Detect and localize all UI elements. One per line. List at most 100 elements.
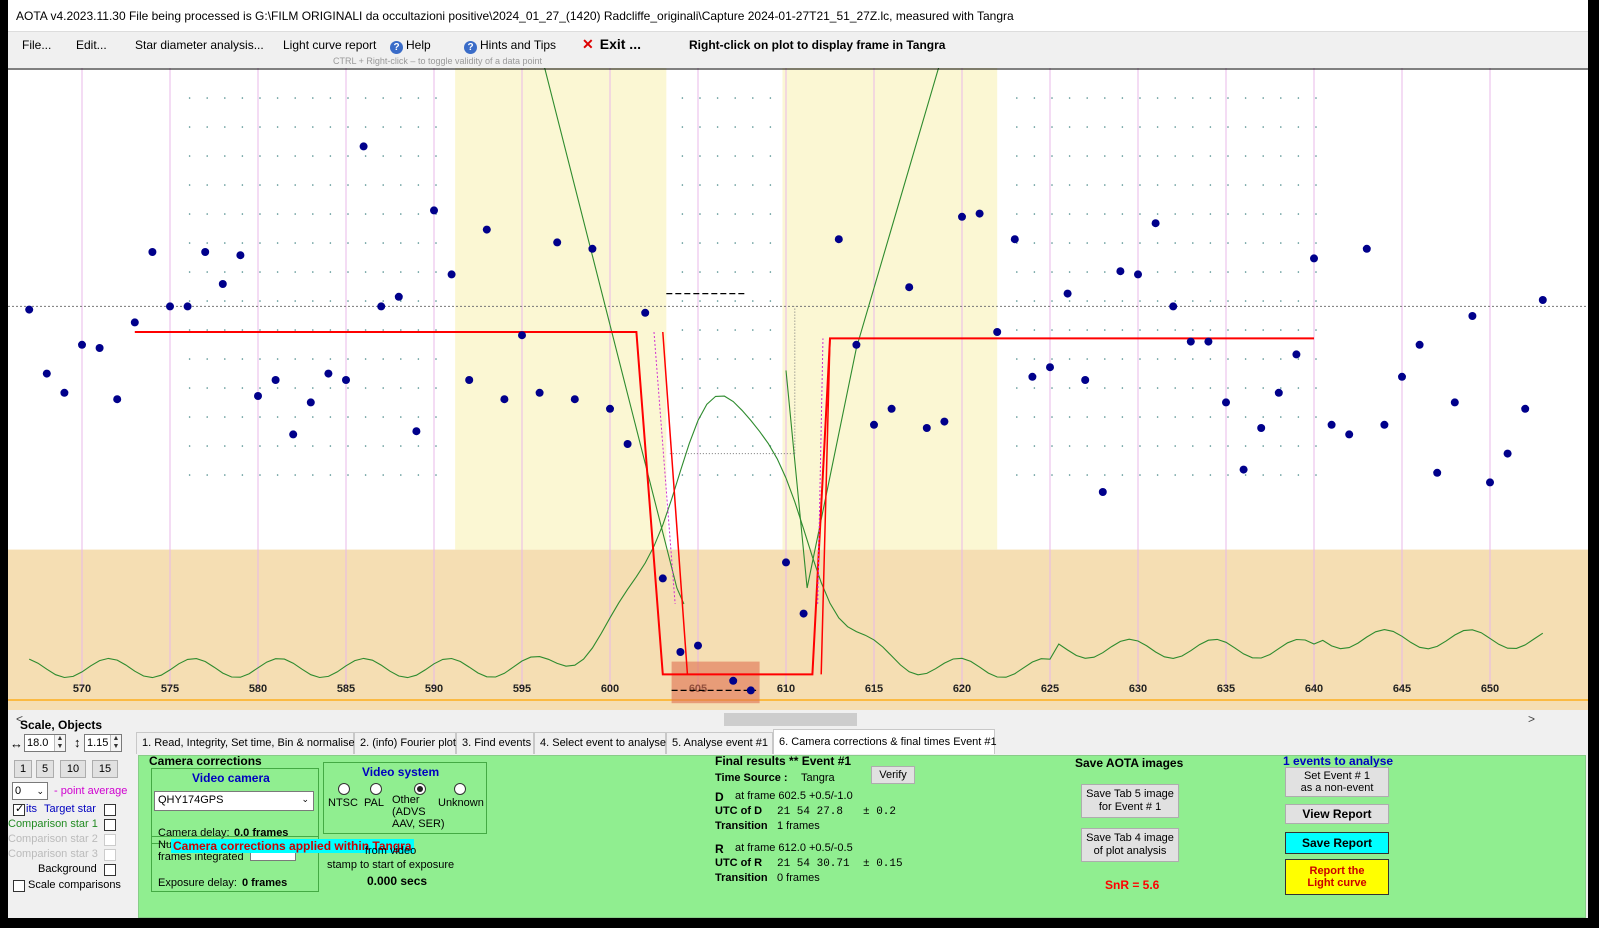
search-dot: [1086, 416, 1088, 418]
spinner-arrows-icon[interactable]: ▲ ▼: [54, 735, 65, 751]
pal-radio[interactable]: [370, 783, 382, 795]
search-dot: [1156, 184, 1159, 186]
video-camera-select[interactable]: QHY174GPS ⌄: [154, 791, 314, 811]
set-non-event-button[interactable]: Set Event # 1 as a non-event: [1285, 767, 1389, 797]
search-dot: [276, 242, 279, 244]
point-average-select[interactable]: 0 ⌄: [12, 782, 48, 800]
target-checkbox[interactable]: ✓: [13, 803, 25, 816]
scroll-left-icon[interactable]: <: [16, 712, 24, 726]
search-dot: [417, 445, 420, 447]
spinner-arrows-icon[interactable]: ▲ ▼: [110, 735, 121, 751]
scale-spinner[interactable]: 18.0 ▲ ▼: [24, 734, 66, 752]
zoom-1-button[interactable]: 1: [14, 760, 32, 778]
menu-hints[interactable]: ? Hints and Tips: [464, 38, 556, 54]
save-tab5-button[interactable]: Save Tab 5 image for Event # 1: [1081, 784, 1179, 818]
search-dot: [224, 329, 226, 331]
search-dot: [1016, 416, 1018, 418]
event-band-right: [782, 68, 998, 550]
final-results-group: Final results ** Event #1 Time Source : …: [709, 754, 929, 896]
comparison-star-3-checkbox[interactable]: [104, 849, 116, 861]
tab-analyse-event[interactable]: 5. Analyse event #1: [666, 732, 773, 754]
data-point: [1204, 337, 1213, 346]
search-dot: [435, 300, 437, 302]
search-dot: [1315, 184, 1317, 186]
objects-spinner[interactable]: 1.15 ▲ ▼: [84, 734, 122, 752]
menu-hints-label: Hints and Tips: [480, 38, 557, 52]
search-dot: [206, 416, 208, 418]
scale-comparisons-checkbox[interactable]: [13, 880, 25, 892]
save-images-title: Save AOTA images: [1075, 756, 1184, 770]
background-label: Background: [38, 863, 97, 875]
desktop-edge: [1588, 0, 1599, 928]
menu-light-curve-report[interactable]: Light curve report: [283, 38, 377, 52]
comparison-star-2-checkbox[interactable]: [104, 834, 116, 846]
search-dot: [752, 155, 754, 157]
target-star-checkbox[interactable]: [104, 804, 116, 816]
search-dot: [1244, 155, 1247, 157]
tab-read-integrity[interactable]: 1. Read, Integrity, Set time, Bin & norm…: [136, 732, 355, 754]
search-dot: [241, 97, 244, 99]
tab-select-event[interactable]: 4. Select event to analyse: [534, 732, 666, 754]
other-radio[interactable]: [414, 783, 426, 795]
ctrl-click-hint: CTRL + Right-click – to toggle validity …: [333, 56, 543, 66]
search-dot: [1068, 155, 1071, 157]
search-dot: [1192, 474, 1194, 476]
search-dot: [681, 300, 684, 302]
ntsc-label: NTSC: [328, 797, 358, 809]
search-dot: [329, 329, 332, 331]
search-dot: [1262, 155, 1264, 157]
zoom-15-button[interactable]: 15: [92, 760, 118, 778]
search-dot: [716, 387, 719, 389]
search-dot: [1174, 387, 1176, 389]
data-point: [324, 369, 333, 378]
tab-fourier[interactable]: 2. (info) Fourier plot: [354, 732, 456, 754]
comparison-star-1-checkbox[interactable]: [104, 819, 116, 831]
tab-find-events[interactable]: 3. Find events: [456, 732, 534, 754]
vertical-scale-icon: ↕: [74, 735, 81, 750]
background-checkbox[interactable]: [104, 864, 116, 876]
search-dot: [1192, 358, 1194, 360]
view-report-button[interactable]: View Report: [1285, 804, 1389, 824]
search-dot: [699, 97, 701, 99]
scroll-right-icon[interactable]: >: [1528, 712, 1536, 726]
search-dot: [1068, 387, 1071, 389]
tab-camera-corrections[interactable]: 6. Camera corrections & final times Even…: [773, 729, 997, 754]
search-dot: [699, 184, 701, 186]
search-dot: [681, 358, 684, 360]
search-dot: [1033, 184, 1036, 186]
light-curve-plot[interactable]: 5705755805855905956006056106156206256306…: [8, 68, 1588, 710]
data-point: [1345, 430, 1354, 439]
horizontal-scale-icon: ↔: [10, 736, 23, 751]
search-dot: [206, 271, 208, 273]
zoom-5-button[interactable]: 5: [36, 760, 54, 778]
search-dot: [752, 97, 754, 99]
search-dot: [1315, 97, 1317, 99]
menu-file[interactable]: File...: [22, 38, 52, 52]
menu-star-diameter[interactable]: Star diameter analysis...: [135, 38, 264, 52]
search-dot: [347, 416, 349, 418]
verify-button[interactable]: Verify: [871, 766, 915, 784]
search-dot: [1033, 300, 1036, 302]
light-curve-chart[interactable]: 5705755805855905956006056106156206256306…: [8, 68, 1588, 710]
search-dot: [1051, 300, 1053, 302]
menu-bar: File... Edit... Star diameter analysis..…: [8, 32, 1588, 68]
ntsc-radio[interactable]: [338, 783, 350, 795]
search-dot: [1262, 271, 1264, 273]
scroll-thumb[interactable]: [724, 713, 857, 726]
search-dot: [1244, 416, 1247, 418]
report-light-curve-button[interactable]: Report the Light curve: [1285, 859, 1389, 895]
search-dot: [276, 474, 279, 476]
unknown-radio[interactable]: [454, 783, 466, 795]
horizontal-scrollbar[interactable]: < >: [8, 710, 1588, 728]
other-label: Other (ADVS AAV, SER): [392, 794, 445, 830]
zoom-10-button[interactable]: 10: [60, 760, 86, 778]
save-tab4-button[interactable]: Save Tab 4 image of plot analysis: [1081, 828, 1179, 862]
search-dot: [400, 300, 402, 302]
transition-d-label: Transition: [715, 820, 768, 832]
menu-exit[interactable]: ✕ Exit ...: [582, 36, 641, 53]
menu-help[interactable]: ? Help: [390, 38, 431, 54]
menu-edit[interactable]: Edit...: [76, 38, 107, 52]
save-report-button[interactable]: Save Report: [1285, 832, 1389, 854]
search-dot: [1227, 445, 1229, 447]
search-dot: [364, 213, 367, 215]
